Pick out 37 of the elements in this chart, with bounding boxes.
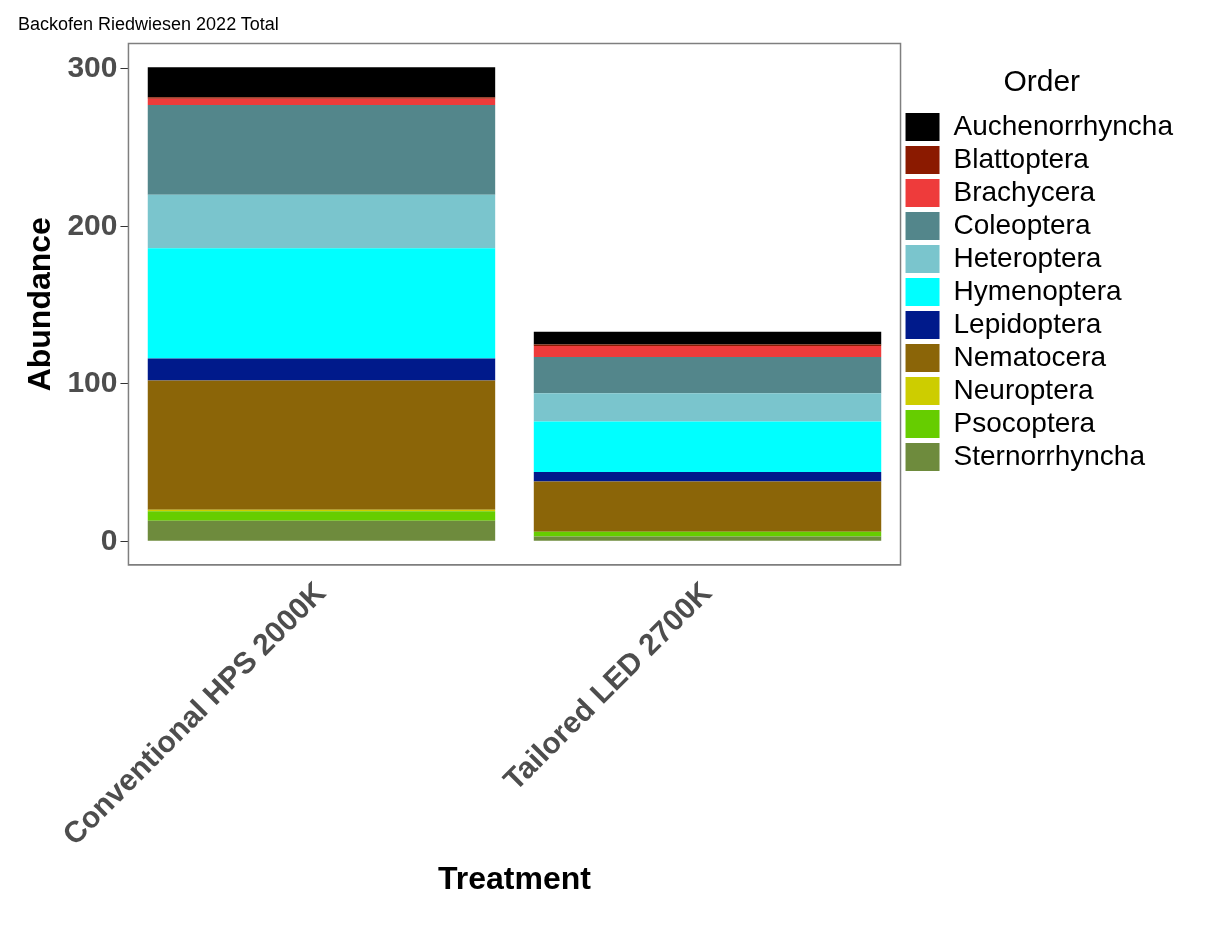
x-axis-title: Treatment xyxy=(438,859,592,896)
bar xyxy=(533,421,882,472)
y-tick-label: 300 xyxy=(67,50,118,84)
y-tick-label: 200 xyxy=(67,207,118,241)
bar xyxy=(533,345,882,357)
bar xyxy=(533,331,882,345)
y-tick-label: 100 xyxy=(67,365,118,399)
legend-label: Lepidoptera xyxy=(953,307,1102,339)
chart-title: Backofen Riedwiesen 2022 Total xyxy=(18,13,279,34)
legend-label: Hymenoptera xyxy=(953,274,1123,306)
bar xyxy=(147,380,496,510)
bar xyxy=(147,98,496,106)
bar xyxy=(147,248,496,359)
bar xyxy=(147,358,496,381)
legend-label: Nematocera xyxy=(953,340,1107,372)
legend-label: Heteroptera xyxy=(953,241,1102,273)
bar xyxy=(533,357,882,394)
bar xyxy=(147,105,496,195)
y-axis-title: Abundance xyxy=(21,217,58,392)
bar xyxy=(147,67,496,98)
bar xyxy=(533,531,882,537)
bar xyxy=(147,520,496,541)
bar xyxy=(533,393,882,422)
legend-label: Auchenorrhyncha xyxy=(953,109,1174,141)
bar xyxy=(533,481,882,532)
legend-label: Psocoptera xyxy=(953,406,1096,438)
bar xyxy=(533,471,882,482)
legend-label: Coleoptera xyxy=(953,208,1091,240)
bar xyxy=(147,511,496,521)
legend-label: Neuroptera xyxy=(953,373,1095,405)
legend-label: Brachycera xyxy=(953,175,1096,207)
legend-title: Order xyxy=(1003,64,1081,98)
legend-label: Sternorrhyncha xyxy=(953,439,1146,471)
bar xyxy=(147,194,496,249)
legend-label: Blattoptera xyxy=(953,142,1090,174)
bar xyxy=(533,536,882,541)
y-tick-label: 0 xyxy=(100,522,118,556)
